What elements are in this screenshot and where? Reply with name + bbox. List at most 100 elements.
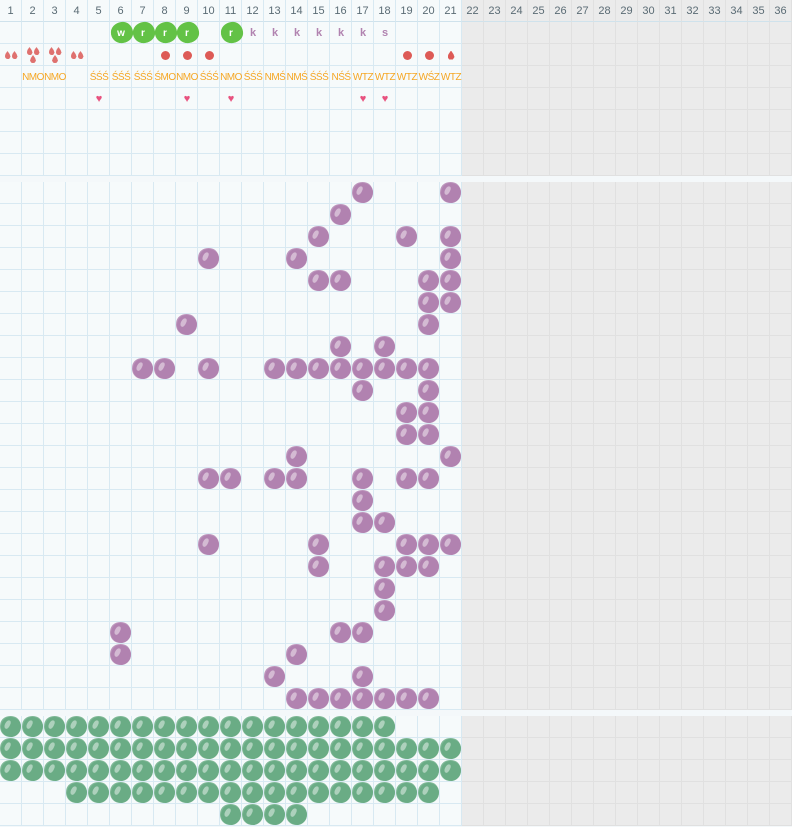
grid-cell[interactable]: [264, 154, 286, 176]
grid-cell[interactable]: [286, 666, 308, 688]
grid-cell[interactable]: [330, 556, 352, 578]
grid-cell[interactable]: [154, 358, 176, 380]
grid-cell[interactable]: [396, 402, 418, 424]
grid-cell[interactable]: [286, 380, 308, 402]
grid-cell[interactable]: [396, 424, 418, 446]
grid-cell[interactable]: [418, 248, 440, 270]
grid-cell[interactable]: [154, 182, 176, 204]
grid-cell[interactable]: [264, 248, 286, 270]
grid-cell[interactable]: [396, 738, 418, 760]
grid-cell[interactable]: [330, 716, 352, 738]
day-number-35[interactable]: 35: [748, 0, 770, 22]
grid-cell[interactable]: [286, 556, 308, 578]
grid-cell[interactable]: [66, 248, 88, 270]
grid-cell[interactable]: [352, 424, 374, 446]
grid-cell[interactable]: [22, 490, 44, 512]
grid-cell[interactable]: [374, 760, 396, 782]
grid-cell[interactable]: [374, 132, 396, 154]
grid-cell[interactable]: [132, 132, 154, 154]
grid-cell[interactable]: [286, 424, 308, 446]
grid-cell[interactable]: [44, 292, 66, 314]
grid-cell[interactable]: [132, 716, 154, 738]
grid-cell[interactable]: [242, 738, 264, 760]
grid-cell[interactable]: [88, 600, 110, 622]
grid-cell[interactable]: [110, 314, 132, 336]
grid-cell[interactable]: [374, 804, 396, 826]
grid-cell[interactable]: [264, 512, 286, 534]
grid-cell[interactable]: [176, 622, 198, 644]
grid-cell[interactable]: [110, 738, 132, 760]
grid-cell[interactable]: [242, 556, 264, 578]
grid-cell[interactable]: [44, 446, 66, 468]
grid-cell[interactable]: [44, 22, 66, 44]
grid-cell[interactable]: [132, 622, 154, 644]
grid-cell[interactable]: [396, 490, 418, 512]
grid-cell[interactable]: [66, 66, 88, 88]
grid-cell[interactable]: [44, 578, 66, 600]
grid-cell[interactable]: [264, 644, 286, 666]
grid-cell[interactable]: [242, 622, 264, 644]
grid-cell[interactable]: [110, 468, 132, 490]
grid-cell[interactable]: [22, 88, 44, 110]
grid-cell[interactable]: [374, 782, 396, 804]
grid-cell[interactable]: [396, 110, 418, 132]
grid-cell[interactable]: [0, 760, 22, 782]
grid-cell[interactable]: [308, 182, 330, 204]
grid-cell[interactable]: [418, 600, 440, 622]
grid-cell[interactable]: [242, 716, 264, 738]
day-number-27[interactable]: 27: [572, 0, 594, 22]
day-number-20[interactable]: 20: [418, 0, 440, 22]
grid-cell[interactable]: [374, 716, 396, 738]
grid-cell[interactable]: [44, 132, 66, 154]
grid-cell[interactable]: [286, 782, 308, 804]
grid-cell[interactable]: [198, 490, 220, 512]
day-number-16[interactable]: 16: [330, 0, 352, 22]
grid-cell[interactable]: [286, 716, 308, 738]
grid-cell[interactable]: [44, 760, 66, 782]
grid-cell[interactable]: [198, 44, 220, 66]
grid-cell[interactable]: [220, 468, 242, 490]
grid-cell[interactable]: [66, 666, 88, 688]
grid-cell[interactable]: [374, 622, 396, 644]
grid-cell[interactable]: [66, 556, 88, 578]
grid-cell[interactable]: [22, 154, 44, 176]
grid-cell[interactable]: [330, 578, 352, 600]
grid-cell[interactable]: [374, 490, 396, 512]
grid-cell[interactable]: [110, 270, 132, 292]
grid-cell[interactable]: [264, 424, 286, 446]
grid-cell[interactable]: [440, 556, 462, 578]
grid-cell[interactable]: [132, 446, 154, 468]
grid-cell[interactable]: [374, 446, 396, 468]
grid-cell[interactable]: [88, 738, 110, 760]
grid-cell[interactable]: [22, 804, 44, 826]
grid-cell[interactable]: [220, 490, 242, 512]
grid-cell[interactable]: [110, 534, 132, 556]
grid-cell[interactable]: [110, 44, 132, 66]
grid-cell[interactable]: [44, 716, 66, 738]
grid-cell[interactable]: [220, 44, 242, 66]
grid-cell[interactable]: [88, 110, 110, 132]
grid-cell[interactable]: [330, 688, 352, 710]
grid-cell[interactable]: [396, 226, 418, 248]
grid-cell[interactable]: [286, 154, 308, 176]
grid-cell[interactable]: [374, 600, 396, 622]
grid-cell[interactable]: [110, 424, 132, 446]
grid-cell[interactable]: [264, 716, 286, 738]
grid-cell[interactable]: [440, 738, 462, 760]
grid-cell[interactable]: [440, 292, 462, 314]
grid-cell[interactable]: [198, 182, 220, 204]
grid-cell[interactable]: [154, 600, 176, 622]
grid-cell[interactable]: [0, 782, 22, 804]
grid-cell[interactable]: [440, 490, 462, 512]
grid-cell[interactable]: [220, 154, 242, 176]
grid-cell[interactable]: [0, 512, 22, 534]
grid-cell[interactable]: [374, 512, 396, 534]
grid-cell[interactable]: [22, 716, 44, 738]
grid-cell[interactable]: [264, 468, 286, 490]
grid-cell[interactable]: [0, 622, 22, 644]
grid-cell[interactable]: [198, 738, 220, 760]
grid-cell[interactable]: [132, 490, 154, 512]
grid-cell[interactable]: [396, 182, 418, 204]
grid-cell[interactable]: [176, 424, 198, 446]
grid-cell[interactable]: [374, 88, 396, 110]
